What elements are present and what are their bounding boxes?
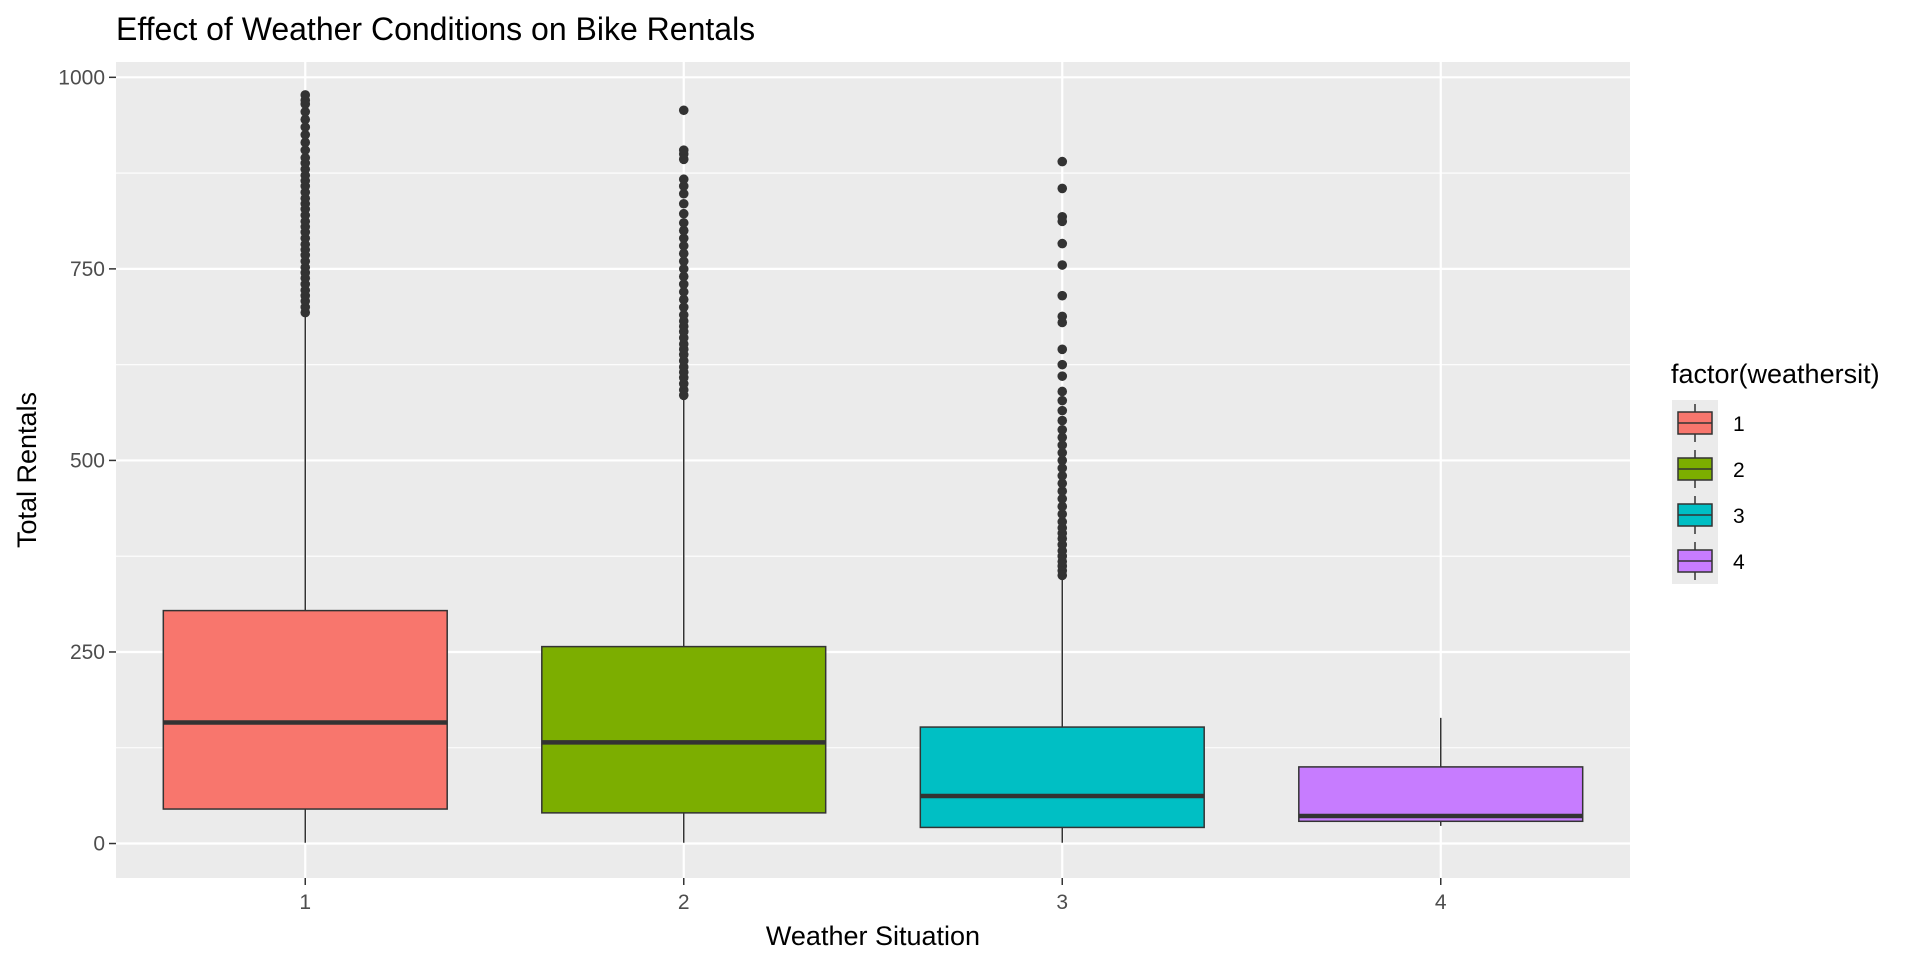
box-group-4: [1298, 717, 1584, 826]
outlier-point: [1057, 211, 1068, 222]
outlier-point: [678, 145, 689, 155]
outlier-point: [300, 114, 311, 125]
outlier-point: [678, 248, 689, 259]
outlier-point: [1057, 493, 1068, 504]
outlier-point: [1057, 183, 1068, 194]
box-group-1: [162, 90, 448, 843]
outlier-point: [1057, 156, 1068, 167]
outlier-point: [678, 264, 689, 274]
legend-label: 3: [1733, 505, 1745, 528]
outlier-point: [1057, 516, 1068, 527]
outlier-point: [1057, 509, 1068, 519]
y-tick-label: 1000: [58, 66, 105, 89]
legend-label: 4: [1733, 551, 1745, 574]
outlier-point: [1057, 432, 1068, 443]
outlier-point: [678, 241, 689, 251]
legend-item-1: 1: [1677, 404, 1745, 442]
outlier-point: [678, 174, 689, 185]
outlier-point: [1057, 395, 1068, 406]
outlier-point: [1057, 501, 1068, 512]
outlier-point: [1057, 455, 1068, 466]
legend-item-3: 3: [1677, 496, 1745, 534]
outlier-point: [1057, 344, 1068, 355]
outlier-point: [678, 302, 689, 312]
chart-title: Effect of Weather Conditions on Bike Ren…: [116, 11, 755, 47]
outlier-point: [300, 122, 311, 132]
outlier-point: [1057, 447, 1068, 458]
outlier-point: [1057, 440, 1068, 450]
outlier-point: [1057, 359, 1068, 370]
x-tick-label: 3: [1056, 891, 1068, 914]
outlier-point: [1057, 290, 1068, 301]
box-iqr: [162, 609, 448, 810]
legend-item-4: 4: [1677, 542, 1745, 580]
y-axis-ticks: 0 250 500 750 1000: [58, 66, 116, 856]
outlier-point: [678, 105, 689, 116]
outlier-point: [678, 310, 689, 320]
legend-item-2: 2: [1677, 450, 1745, 488]
outlier-point: [678, 198, 689, 209]
outlier-point: [1057, 238, 1068, 249]
outlier-point: [1057, 486, 1068, 496]
outlier-point: [1057, 424, 1068, 435]
outlier-point: [678, 181, 689, 191]
outlier-point: [678, 256, 689, 267]
outlier-point: [300, 137, 311, 148]
box-iqr: [1298, 766, 1584, 823]
outlier-point: [300, 90, 311, 100]
x-tick-label: 4: [1435, 891, 1447, 914]
box-group-2: [541, 105, 827, 843]
outlier-point: [1057, 470, 1068, 481]
outlier-point: [678, 294, 689, 305]
outlier-point: [1057, 311, 1068, 322]
y-axis-title: Total Rentals: [12, 392, 42, 548]
outlier-point: [678, 208, 689, 219]
outlier-point: [678, 188, 689, 199]
outlier-point: [1057, 386, 1068, 397]
outlier-point: [1057, 260, 1068, 270]
box-iqr: [541, 645, 827, 814]
y-tick-label: 250: [70, 641, 105, 664]
legend: factor(weathersit) 1 2 3 4: [1671, 359, 1880, 584]
x-tick-label: 1: [299, 891, 311, 914]
legend-label: 1: [1733, 413, 1745, 436]
legend-title: factor(weathersit): [1671, 359, 1880, 389]
outlier-point: [1057, 415, 1068, 426]
box-iqr: [919, 726, 1205, 829]
outlier-point: [678, 233, 689, 244]
outlier-point: [300, 107, 311, 117]
outlier-point: [1057, 478, 1068, 489]
box-layer: [162, 90, 1584, 843]
outlier-point: [678, 279, 689, 289]
outlier-point: [1057, 463, 1068, 473]
y-tick-label: 0: [93, 833, 105, 856]
y-tick-label: 750: [70, 258, 105, 281]
outlier-point: [678, 225, 689, 236]
outlier-point: [300, 129, 311, 140]
x-axis-ticks: 1 2 3 4: [299, 878, 1447, 914]
outlier-point: [300, 152, 311, 163]
outlier-point: [678, 287, 689, 297]
x-tick-label: 2: [678, 891, 690, 914]
legend-label: 2: [1733, 459, 1745, 482]
y-tick-label: 500: [70, 449, 105, 472]
outlier-point: [300, 145, 311, 155]
box-group-3: [919, 156, 1205, 843]
x-axis-title: Weather Situation: [766, 921, 980, 951]
outlier-point: [678, 271, 689, 282]
outlier-point: [1057, 371, 1068, 381]
outlier-point: [1057, 405, 1068, 416]
outlier-point: [678, 218, 689, 228]
